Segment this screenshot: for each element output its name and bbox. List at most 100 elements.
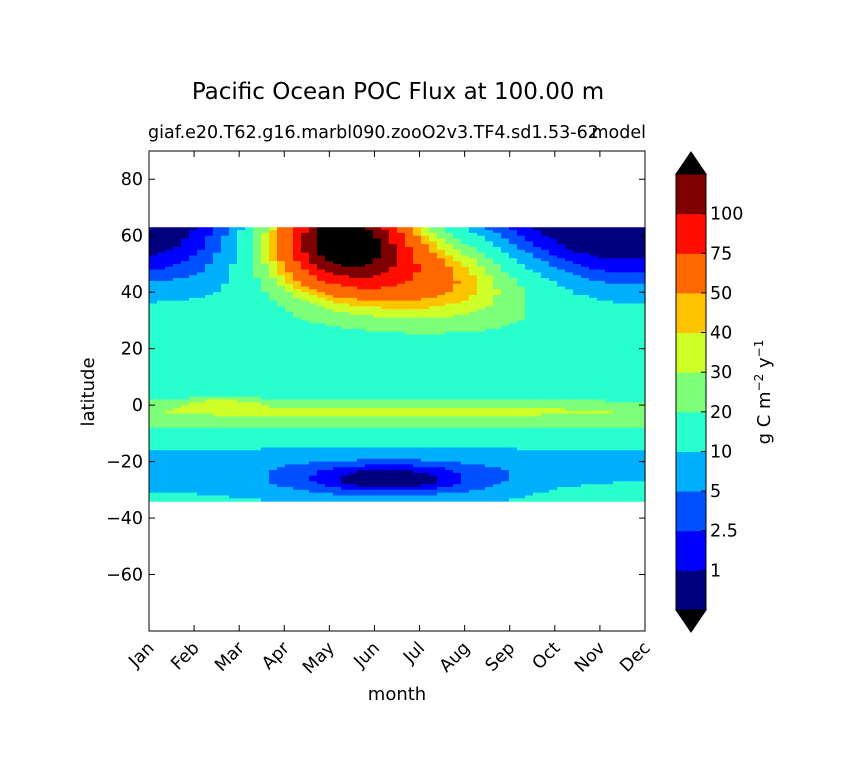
field-cell	[613, 396, 622, 401]
field-cell	[333, 269, 342, 274]
field-cell	[549, 407, 558, 412]
field-cell	[429, 303, 438, 307]
field-cell	[565, 374, 574, 378]
field-cell	[165, 371, 174, 375]
field-cell	[429, 351, 438, 355]
field-cell	[245, 334, 254, 338]
field-cell	[285, 334, 294, 338]
field-cell	[549, 328, 558, 333]
field-cell	[365, 385, 374, 389]
field-cell	[277, 311, 286, 316]
field-cell	[205, 453, 214, 457]
field-cell	[573, 326, 582, 330]
field-cell	[493, 238, 502, 242]
field-cell	[525, 297, 534, 302]
field-cell	[549, 419, 558, 423]
field-cell	[589, 422, 598, 426]
field-cell	[621, 345, 630, 350]
field-cell	[437, 340, 446, 344]
field-cell	[365, 444, 374, 449]
field-cell	[237, 317, 246, 322]
field-cell	[509, 424, 518, 429]
field-cell	[461, 244, 470, 248]
field-cell	[181, 314, 190, 319]
field-cell	[349, 427, 358, 432]
field-cell	[213, 410, 222, 415]
field-cell	[429, 441, 438, 446]
field-cell	[269, 320, 278, 324]
field-cell	[221, 393, 230, 398]
field-cell	[333, 444, 342, 449]
field-cell	[549, 444, 558, 449]
field-cell	[293, 314, 302, 319]
field-cell	[325, 300, 334, 305]
field-cell	[205, 419, 214, 423]
field-cell	[317, 374, 326, 378]
field-cell	[565, 343, 574, 347]
field-cell	[285, 263, 294, 268]
field-cell	[157, 297, 166, 302]
field-cell	[629, 391, 638, 395]
field-cell	[493, 365, 502, 370]
field-cell	[541, 272, 550, 276]
field-cell	[349, 286, 358, 290]
field-cell	[205, 382, 214, 386]
field-cell	[589, 272, 598, 276]
field-cell	[325, 323, 334, 327]
field-cell	[605, 393, 614, 398]
field-cell	[253, 323, 262, 327]
field-cell	[325, 309, 334, 313]
field-cell	[389, 235, 398, 240]
field-cell	[157, 235, 166, 240]
field-cell	[453, 405, 462, 409]
field-cell	[245, 306, 254, 310]
field-cell	[269, 450, 278, 454]
field-cell	[213, 416, 222, 420]
field-cell	[621, 295, 630, 299]
field-cell	[533, 343, 542, 347]
field-cell	[389, 241, 398, 245]
field-cell	[493, 283, 502, 288]
field-cell	[197, 422, 206, 426]
field-cell	[301, 292, 310, 296]
field-cell	[261, 388, 270, 392]
field-cell	[317, 340, 326, 344]
field-cell	[493, 357, 502, 361]
field-cell	[333, 410, 342, 415]
field-cell	[421, 326, 430, 330]
field-cell	[341, 407, 350, 412]
field-cell	[589, 444, 598, 449]
field-cell	[453, 374, 462, 378]
field-cell	[253, 227, 262, 231]
field-cell	[565, 340, 574, 344]
field-cell	[181, 297, 190, 302]
field-cell	[421, 365, 430, 370]
field-cell	[549, 422, 558, 426]
field-cell	[549, 306, 558, 310]
field-cell	[157, 410, 166, 415]
field-cell	[277, 402, 286, 406]
field-cell	[301, 405, 310, 409]
field-cell	[213, 433, 222, 437]
field-cell	[157, 439, 166, 443]
field-cell	[341, 368, 350, 372]
field-cell	[253, 238, 262, 242]
field-cell	[477, 439, 486, 443]
field-cell	[213, 424, 222, 429]
field-cell	[181, 269, 190, 274]
field-cell	[397, 317, 406, 322]
field-cell	[245, 230, 254, 234]
field-cell	[533, 255, 542, 259]
field-cell	[549, 402, 558, 406]
field-cell	[221, 416, 230, 420]
field-cell	[173, 402, 182, 406]
field-cell	[445, 391, 454, 395]
field-cell	[461, 359, 470, 364]
field-cell	[557, 368, 566, 372]
field-cell	[549, 433, 558, 437]
field-cell	[365, 244, 374, 248]
field-cell	[461, 351, 470, 355]
field-cell	[413, 393, 422, 398]
field-cell	[349, 275, 358, 279]
field-cell	[597, 326, 606, 330]
